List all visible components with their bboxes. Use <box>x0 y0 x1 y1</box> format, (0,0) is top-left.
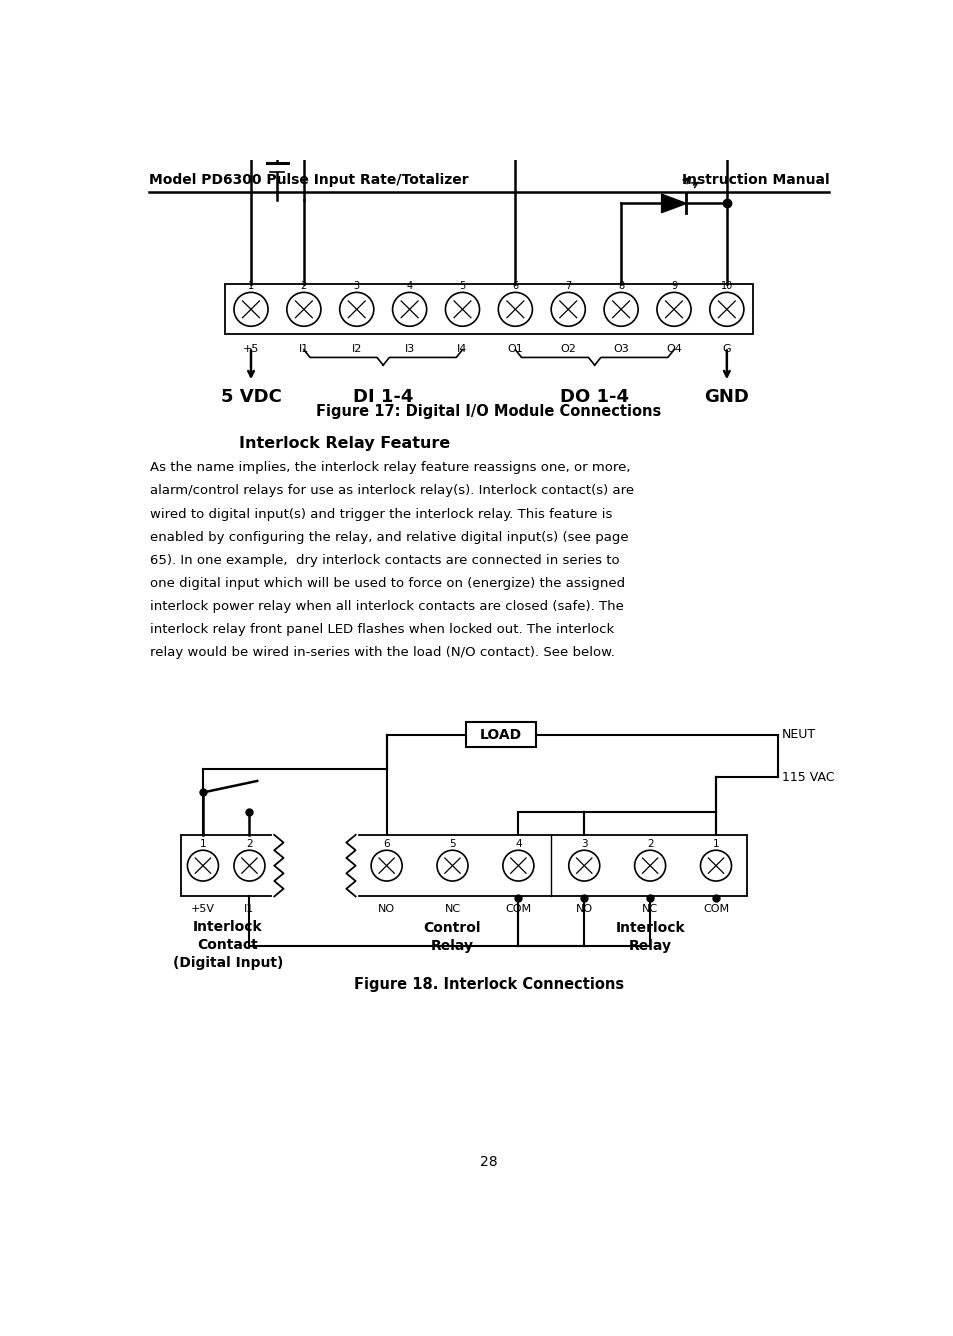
Text: Interlock
Relay: Interlock Relay <box>615 921 684 954</box>
Text: 9: 9 <box>670 281 677 291</box>
Text: DI 1-4: DI 1-4 <box>353 389 413 406</box>
Circle shape <box>392 293 426 326</box>
Text: Figure 17: Digital I/O Module Connections: Figure 17: Digital I/O Module Connection… <box>316 403 660 420</box>
Circle shape <box>187 850 218 880</box>
Text: NO: NO <box>377 904 395 914</box>
Text: 1: 1 <box>712 839 719 848</box>
Text: interlock power relay when all interlock contacts are closed (safe). The: interlock power relay when all interlock… <box>150 600 623 613</box>
FancyBboxPatch shape <box>355 835 746 896</box>
FancyBboxPatch shape <box>224 285 753 334</box>
Text: +5V: +5V <box>191 904 214 914</box>
Text: Instruction Manual: Instruction Manual <box>680 174 828 187</box>
Text: 6: 6 <box>512 281 517 291</box>
Text: GND: GND <box>703 389 748 406</box>
Text: I1: I1 <box>298 343 309 354</box>
Circle shape <box>233 293 268 326</box>
Text: alarm/control relays for use as interlock relay(s). Interlock contact(s) are: alarm/control relays for use as interloc… <box>150 485 634 497</box>
Circle shape <box>700 850 731 880</box>
Text: I1: I1 <box>244 904 254 914</box>
Text: O4: O4 <box>665 343 681 354</box>
Circle shape <box>339 293 374 326</box>
Polygon shape <box>606 123 635 144</box>
Text: 7: 7 <box>564 281 571 291</box>
Text: 5: 5 <box>449 839 456 848</box>
Text: +5: +5 <box>243 343 259 354</box>
Text: I4: I4 <box>456 343 467 354</box>
Circle shape <box>603 293 638 326</box>
Text: 3: 3 <box>580 839 587 848</box>
Text: NC: NC <box>444 904 460 914</box>
Text: 2: 2 <box>646 839 653 848</box>
Text: 1: 1 <box>248 281 253 291</box>
Text: COM: COM <box>505 904 531 914</box>
Text: COM: COM <box>702 904 728 914</box>
Text: 65). In one example,  dry interlock contacts are connected in series to: 65). In one example, dry interlock conta… <box>150 554 619 566</box>
Circle shape <box>502 850 534 880</box>
Text: NEUT: NEUT <box>781 728 815 741</box>
Text: 5 VDC: 5 VDC <box>220 389 281 406</box>
Text: O2: O2 <box>559 343 576 354</box>
Text: As the name implies, the interlock relay feature reassigns one, or more,: As the name implies, the interlock relay… <box>150 461 630 474</box>
Text: O3: O3 <box>613 343 628 354</box>
Text: Figure 18. Interlock Connections: Figure 18. Interlock Connections <box>354 978 623 993</box>
Circle shape <box>634 850 665 880</box>
Text: 1: 1 <box>199 839 206 848</box>
Text: NO: NO <box>575 904 592 914</box>
Circle shape <box>287 293 320 326</box>
FancyBboxPatch shape <box>466 723 536 747</box>
Text: G: G <box>721 343 730 354</box>
Text: one digital input which will be used to force on (energize) the assigned: one digital input which will be used to … <box>150 577 625 591</box>
Text: Interlock Relay Feature: Interlock Relay Feature <box>239 436 450 452</box>
Text: 4: 4 <box>515 839 521 848</box>
Circle shape <box>709 293 743 326</box>
Text: enabled by configuring the relay, and relative digital input(s) (see page: enabled by configuring the relay, and re… <box>150 530 628 544</box>
Circle shape <box>436 850 468 880</box>
Text: Control
Relay: Control Relay <box>423 921 480 954</box>
Text: Model PD6300 Pulse Input Rate/Totalizer: Model PD6300 Pulse Input Rate/Totalizer <box>149 174 468 187</box>
Text: 28: 28 <box>479 1156 497 1169</box>
Text: O1: O1 <box>507 343 522 354</box>
Text: 3: 3 <box>354 281 359 291</box>
Text: 2: 2 <box>246 839 253 848</box>
Text: LOAD: LOAD <box>479 728 521 741</box>
Circle shape <box>371 850 402 880</box>
Text: 4: 4 <box>406 281 413 291</box>
Text: 2: 2 <box>300 281 307 291</box>
Circle shape <box>657 293 690 326</box>
Text: 6: 6 <box>383 839 390 848</box>
Circle shape <box>568 850 599 880</box>
Text: 8: 8 <box>618 281 623 291</box>
Circle shape <box>233 850 265 880</box>
Polygon shape <box>660 194 685 212</box>
Text: Interlock
Contact
(Digital Input): Interlock Contact (Digital Input) <box>172 919 283 970</box>
Text: relay would be wired in-series with the load (N/O contact). See below.: relay would be wired in-series with the … <box>150 647 615 659</box>
Text: NC: NC <box>641 904 658 914</box>
Text: interlock relay front panel LED flashes when locked out. The interlock: interlock relay front panel LED flashes … <box>150 623 614 636</box>
Text: 10: 10 <box>720 281 732 291</box>
Text: I2: I2 <box>352 343 361 354</box>
Circle shape <box>551 293 585 326</box>
Circle shape <box>497 293 532 326</box>
Circle shape <box>445 293 479 326</box>
Text: DO 1-4: DO 1-4 <box>559 389 629 406</box>
Text: wired to digital input(s) and trigger the interlock relay. This feature is: wired to digital input(s) and trigger th… <box>150 508 612 521</box>
Text: I3: I3 <box>404 343 415 354</box>
FancyBboxPatch shape <box>181 835 274 896</box>
Text: 5: 5 <box>459 281 465 291</box>
Text: 115 VAC: 115 VAC <box>781 771 834 784</box>
